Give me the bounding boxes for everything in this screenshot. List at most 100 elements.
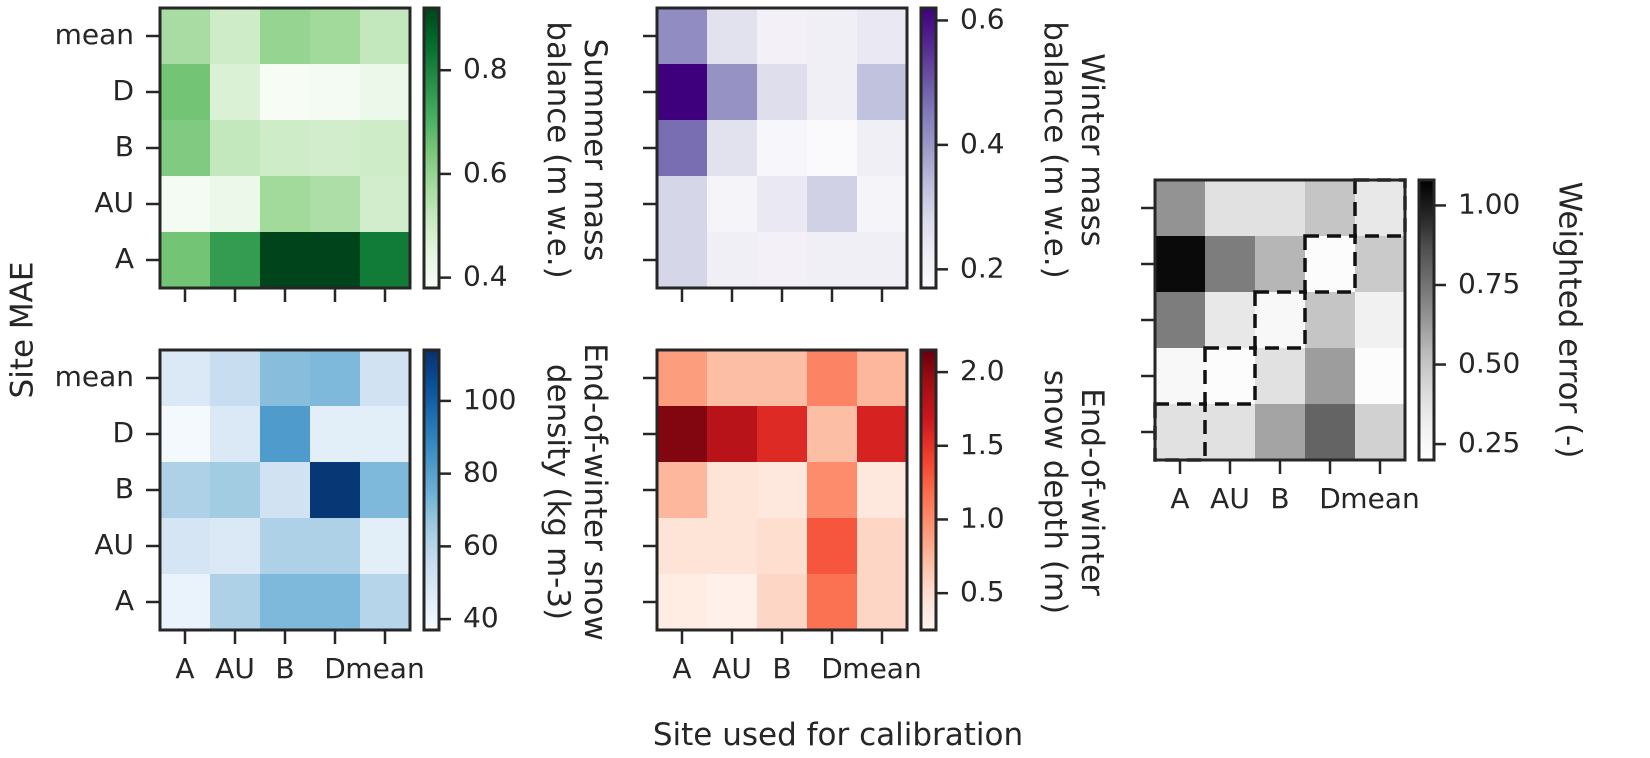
heatmap-cell	[160, 574, 211, 631]
x-tick-label: AU	[1210, 482, 1250, 515]
heatmap-cell	[360, 350, 411, 407]
heatmap-cell	[1205, 404, 1256, 461]
colorbar-tick-label: 1.5	[960, 428, 1005, 461]
colorbar	[1419, 180, 1434, 460]
y-tick-label: mean	[55, 360, 134, 393]
heatmap-cell	[657, 64, 708, 121]
heatmap-cell	[807, 232, 858, 289]
heatmap-cell	[360, 574, 411, 631]
heatmap-cell	[757, 350, 808, 407]
x-tick-label: A	[672, 652, 691, 685]
heatmap-cell	[210, 8, 261, 65]
x-tick-label: B	[275, 652, 294, 685]
y-tick-label: D	[112, 416, 134, 449]
colorbar-tick-label: 80	[463, 456, 499, 489]
colorbar-label: Winter mass	[1074, 53, 1110, 247]
x-tick-label: A	[175, 652, 194, 685]
heatmap-cell	[1155, 236, 1206, 293]
colorbar-label: density (kg m-3)	[540, 364, 576, 620]
heatmap-cell	[210, 176, 261, 233]
heatmap-cell	[1205, 236, 1256, 293]
colorbar-tick-label: 0.4	[960, 127, 1005, 160]
x-tick-label: B	[1270, 482, 1289, 515]
heatmap-cell	[707, 8, 758, 65]
heatmap-cell	[160, 176, 211, 233]
colorbar-label: balance (m w.e.)	[1037, 21, 1073, 278]
heatmap-cell	[260, 574, 311, 631]
colorbar-label: Summer mass	[577, 39, 613, 262]
heatmap-cell	[1155, 348, 1206, 405]
colorbar	[424, 350, 439, 630]
heatmap-cell	[757, 574, 808, 631]
colorbar	[921, 350, 936, 630]
heatmap-cell	[160, 232, 211, 289]
heatmap-cell	[1355, 236, 1406, 293]
colorbar-label: snow depth (m)	[1037, 370, 1073, 614]
heatmap-cell	[707, 232, 758, 289]
heatmap-cell	[1355, 404, 1406, 461]
heatmap-cell	[657, 350, 708, 407]
colorbar-tick-label: 1.0	[960, 501, 1005, 534]
heatmap-cell	[360, 64, 411, 121]
heatmap-cell	[360, 120, 411, 177]
heatmap-cell	[707, 120, 758, 177]
heatmap-cell	[657, 8, 708, 65]
colorbar-label: balance (m w.e.)	[540, 21, 576, 278]
heatmap-cell	[657, 462, 708, 519]
figure-ylabel: Site MAE	[5, 262, 41, 399]
y-tick-label: A	[115, 242, 134, 275]
highlight-cell-outline	[1303, 234, 1357, 294]
heatmap-cell	[210, 518, 261, 575]
colorbar-tick-label: 1.00	[1458, 187, 1520, 220]
heatmap-cell	[360, 232, 411, 289]
heatmap-cell	[210, 120, 261, 177]
heatmap-cell	[757, 8, 808, 65]
heatmap-cell	[1305, 180, 1356, 237]
colorbar-tick-label: 0.50	[1458, 347, 1520, 380]
x-tick-label: D	[821, 652, 843, 685]
heatmap-cell	[857, 462, 908, 519]
colorbar	[921, 8, 936, 288]
heatmap-cell	[1305, 292, 1356, 349]
heatmap-cell	[1355, 292, 1406, 349]
colorbar-tick-label: 2.0	[960, 354, 1005, 387]
heatmap-cell	[657, 120, 708, 177]
heatmap-cell	[310, 462, 361, 519]
heatmap-cell	[160, 8, 211, 65]
heatmap-cell	[160, 518, 211, 575]
heatmap-cell	[310, 232, 361, 289]
heatmap-cell	[1305, 348, 1356, 405]
heatmap-cell	[160, 462, 211, 519]
heatmap-cell	[310, 176, 361, 233]
colorbar	[424, 8, 439, 288]
heatmap-cell	[857, 232, 908, 289]
heatmap-cell	[707, 64, 758, 121]
heatmap-cell	[360, 8, 411, 65]
heatmap-cell	[1255, 404, 1306, 461]
heatmap-cell	[210, 232, 261, 289]
heatmap-cell	[360, 406, 411, 463]
heatmap-cell	[210, 406, 261, 463]
x-tick-label: mean	[345, 652, 424, 685]
heatmap-cell	[857, 120, 908, 177]
heatmap-cell	[310, 350, 361, 407]
heatmap-cell	[757, 176, 808, 233]
heatmap-cell	[857, 64, 908, 121]
heatmap-cell	[707, 574, 758, 631]
heatmap-cell	[707, 176, 758, 233]
x-tick-label: mean	[842, 652, 921, 685]
colorbar-frame	[422, 348, 441, 632]
heatmap-cell	[1205, 348, 1256, 405]
colorbar-label: End-of-winter snow	[577, 343, 613, 641]
y-tick-label: D	[112, 74, 134, 107]
y-tick-label: mean	[55, 18, 134, 51]
colorbar-tick-label: 0.8	[463, 52, 508, 85]
heatmap-cell	[707, 518, 758, 575]
colorbar-label: Weighted error (-)	[1552, 182, 1588, 459]
heatmap-cell	[160, 64, 211, 121]
heatmap-cell	[260, 64, 311, 121]
heatmap-cell	[260, 350, 311, 407]
y-tick-label: B	[115, 472, 134, 505]
